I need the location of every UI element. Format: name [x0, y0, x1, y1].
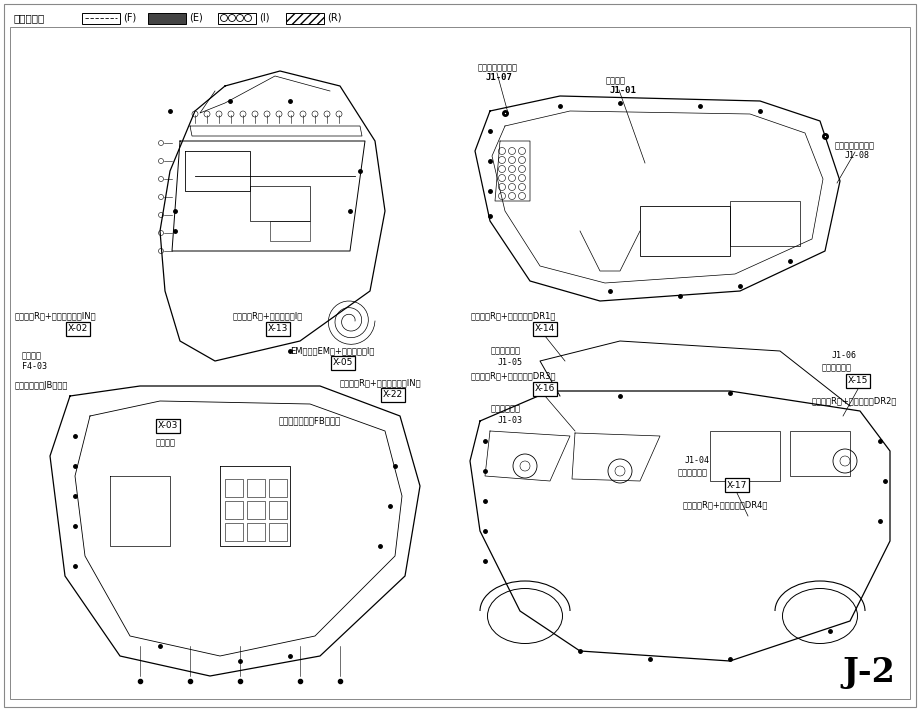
Bar	[789, 431, 849, 476]
Bar	[82, 13, 119, 23]
Text: (F): (F)	[123, 13, 136, 23]
Text: EM线束（EM）+仪表线束（I）: EM线束（EM）+仪表线束（I）	[289, 346, 374, 355]
Text: 线束标志：: 线束标志：	[14, 13, 45, 23]
Bar	[225, 479, 243, 497]
Bar	[225, 523, 243, 541]
Text: J-2: J-2	[841, 656, 894, 689]
Text: 点火开关: 点火开关	[156, 438, 176, 447]
Text: F4-03: F4-03	[22, 362, 47, 371]
Text: 对钟换算: 对钟换算	[22, 351, 42, 360]
Text: X-16: X-16	[534, 385, 554, 393]
Text: (R): (R)	[326, 13, 341, 23]
Text: 后线束（R）+前门线束（DR1）: 后线束（R）+前门线束（DR1）	[471, 311, 556, 320]
Text: 后线束（R）+后门线束（DR3）: 后线束（R）+后门线束（DR3）	[471, 371, 556, 380]
Text: J1-04: J1-04	[685, 456, 709, 465]
Bar	[246, 479, 265, 497]
Text: X-14: X-14	[534, 324, 554, 333]
Bar	[246, 523, 265, 541]
Text: 右前门扬声器: 右前门扬声器	[821, 363, 851, 372]
Text: (E): (E)	[188, 13, 202, 23]
Text: (I): (I)	[259, 13, 269, 23]
Text: X-22: X-22	[382, 390, 403, 400]
Text: J1-03: J1-03	[497, 416, 522, 425]
Text: 后线束（R）+车内灯线束（IN）: 后线束（R）+车内灯线束（IN）	[15, 311, 96, 320]
Text: 后线束（R）+后门线束（DR4）: 后线束（R）+后门线束（DR4）	[682, 500, 767, 509]
Text: X-17: X-17	[726, 481, 746, 489]
Text: J1-05: J1-05	[497, 358, 522, 367]
Bar	[218, 13, 255, 23]
Text: X-15: X-15	[847, 377, 868, 385]
Bar	[268, 501, 287, 519]
Bar	[286, 13, 323, 23]
Text: 车后门扬声器: 车后门扬声器	[491, 404, 520, 413]
Text: X-05: X-05	[333, 358, 353, 368]
Text: 右小高音筒扬声器: 右小高音筒扬声器	[834, 141, 874, 150]
Bar	[269, 221, 310, 241]
Text: X-03: X-03	[158, 422, 178, 430]
Bar	[148, 13, 186, 23]
Text: 后线束（R）+仪表线束（I）: 后线束（R）+仪表线束（I）	[233, 311, 303, 320]
Text: 音响单元: 音响单元	[606, 76, 625, 85]
Text: 后线束（R）+前门线束（DR2）: 后线束（R）+前门线束（DR2）	[811, 396, 896, 405]
Text: X-02: X-02	[68, 324, 88, 333]
Text: J1-06: J1-06	[831, 351, 857, 360]
Text: 连接盒（参见JB框分）: 连接盒（参见JB框分）	[15, 381, 68, 390]
Text: 左小高音筒扬声器: 左小高音筒扬声器	[478, 63, 517, 72]
Bar	[709, 431, 779, 481]
Text: J1-08: J1-08	[844, 151, 869, 160]
Text: 右后门扬声器: 右后门扬声器	[677, 468, 708, 477]
Bar	[225, 501, 243, 519]
Text: J1-01: J1-01	[609, 86, 636, 95]
Bar	[246, 501, 265, 519]
Text: 左前门扬声器: 左前门扬声器	[491, 346, 520, 355]
Bar	[729, 201, 800, 246]
Bar	[268, 479, 287, 497]
Bar	[268, 523, 287, 541]
Bar	[250, 186, 310, 221]
Text: X-13: X-13	[267, 324, 288, 333]
Text: J1-07: J1-07	[485, 73, 512, 82]
Text: 摆脱前者（参见FB部分）: 摆脱前者（参见FB部分）	[278, 416, 341, 425]
Text: 后线束（R）+车内灯线束（IN）: 后线束（R）+车内灯线束（IN）	[340, 378, 421, 387]
Bar	[640, 206, 729, 256]
